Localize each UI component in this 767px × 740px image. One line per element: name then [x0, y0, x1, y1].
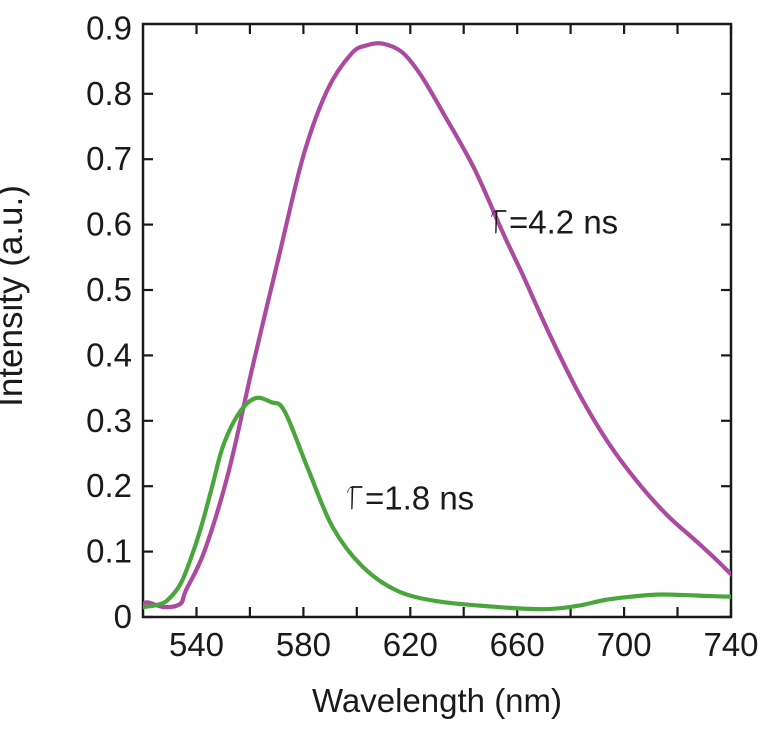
svg-text:0.2: 0.2: [86, 467, 132, 504]
svg-text:Intensity (a.u.): Intensity (a.u.): [0, 185, 30, 407]
svg-text:0.5: 0.5: [86, 271, 132, 308]
svg-text:0.7: 0.7: [86, 140, 132, 177]
svg-text:580: 580: [276, 626, 331, 663]
svg-text:Wavelength (nm): Wavelength (nm): [312, 682, 562, 719]
svg-text:0.8: 0.8: [86, 75, 132, 112]
svg-text:660: 660: [490, 626, 545, 663]
svg-text:0.4: 0.4: [86, 336, 132, 373]
svg-text:0.6: 0.6: [86, 206, 132, 243]
svg-text:620: 620: [383, 626, 438, 663]
svg-text:740: 740: [703, 626, 758, 663]
svg-text:0.9: 0.9: [86, 9, 132, 46]
svg-text:=4.2 ns: =4.2 ns: [509, 204, 618, 241]
svg-text:700: 700: [597, 626, 652, 663]
svg-text:=1.8 ns: =1.8 ns: [365, 480, 474, 517]
svg-text:0: 0: [114, 598, 132, 635]
svg-text:540: 540: [169, 626, 224, 663]
svg-text:0.1: 0.1: [86, 533, 132, 570]
svg-text:0.3: 0.3: [86, 402, 132, 439]
